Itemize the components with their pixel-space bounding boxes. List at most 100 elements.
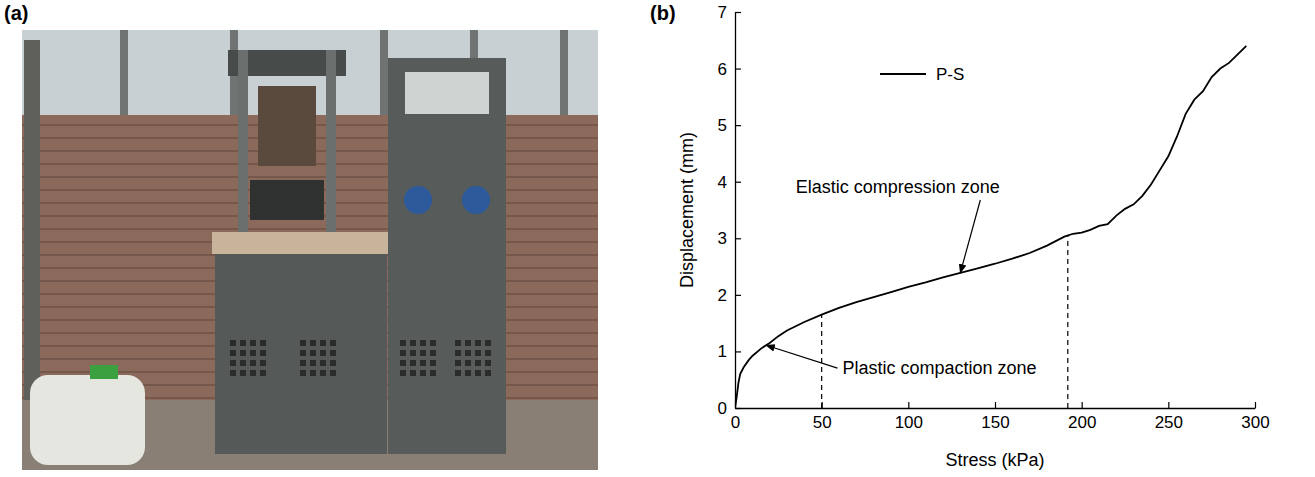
photo-vent (430, 360, 436, 366)
tick-label: 0 (718, 399, 727, 418)
tick-mark (1168, 402, 1169, 408)
photo-vent (310, 350, 316, 356)
photo-vent (240, 350, 246, 356)
tick: 2 (718, 286, 741, 305)
photo-vent (260, 360, 266, 366)
tick-label: 4 (718, 173, 727, 192)
photo-vent (320, 350, 326, 356)
photo-vent (250, 340, 256, 346)
photo-vent (230, 370, 236, 376)
photo-platen (250, 180, 324, 220)
annotation-text: Elastic compression zone (796, 177, 1000, 197)
photo-display (405, 72, 489, 114)
y-axis: 01234567 (718, 3, 741, 418)
tick-mark (735, 238, 741, 239)
photo-vent (300, 360, 306, 366)
photo-vent (410, 340, 416, 346)
tick-label: 50 (813, 413, 832, 432)
photo-vent (230, 360, 236, 366)
photo-vent (300, 370, 306, 376)
photo-control-cabinet (388, 58, 506, 454)
photo-vent (310, 340, 316, 346)
photo-vent (320, 370, 326, 376)
tick-mark (735, 295, 741, 296)
tick: 6 (718, 60, 741, 79)
zone-boundary (821, 315, 822, 408)
photo-vent (455, 350, 461, 356)
panel-label: (b) (650, 2, 676, 24)
photo-vent (400, 360, 406, 366)
photo-vent (475, 350, 481, 356)
legend: P-S (880, 65, 964, 84)
photo-vent (320, 340, 326, 346)
photo-pillar (24, 40, 40, 400)
tick: 4 (718, 173, 741, 192)
photo-cabinet (215, 254, 387, 454)
tick-label: 300 (1241, 413, 1269, 432)
zone-boundary (1067, 235, 1068, 408)
x-axis-title: Stress (kPa) (945, 450, 1044, 470)
photo-vent (400, 340, 406, 346)
y-axis-title: Displacement (mm) (677, 132, 697, 288)
photo-vent (310, 360, 316, 366)
photo-vent (455, 340, 461, 346)
photo-vent (240, 360, 246, 366)
photo-slab (212, 232, 392, 254)
tick-mark (735, 351, 741, 352)
photo-vent (455, 370, 461, 376)
x-axis: 0 50 100 150 200 250 300 (731, 402, 1270, 432)
photo-vent (475, 340, 481, 346)
photo-vent (330, 340, 336, 346)
photo-vent (240, 340, 246, 346)
photo-vent (230, 340, 236, 346)
tick-mark (735, 125, 741, 126)
photo-dial (462, 186, 490, 214)
tick: 150 (981, 402, 1009, 432)
tick-label: 0 (731, 413, 740, 432)
photo-window-frame (560, 30, 568, 115)
legend-swatch (880, 73, 926, 75)
tick-label: 150 (981, 413, 1009, 432)
x-axis-line (736, 408, 1256, 409)
photo-column (326, 50, 336, 240)
legend-label: P-S (936, 65, 964, 84)
photo-vent (410, 360, 416, 366)
photo-vent (465, 370, 471, 376)
photo-vent (300, 350, 306, 356)
photo-vent (400, 370, 406, 376)
photo-panel: (a) (4, 2, 598, 470)
tick-mark (735, 68, 741, 69)
photo-vent (330, 360, 336, 366)
photo-brick-line (22, 228, 598, 230)
tick-label: 1 (718, 342, 727, 361)
photo-vent (465, 340, 471, 346)
panel-label: (a) (4, 2, 28, 24)
tick: 3 (718, 229, 741, 248)
tick-mark (735, 182, 741, 183)
tick-mark (1082, 402, 1083, 408)
figure: (a)(b)05010015020025030001234567Stress (… (0, 0, 1315, 477)
photo-vent (410, 350, 416, 356)
photo-vent (260, 370, 266, 376)
photo-vent (465, 350, 471, 356)
photo-vent (240, 370, 246, 376)
photo-bag (30, 375, 145, 465)
tick-mark (735, 408, 741, 409)
photo-vent (455, 360, 461, 366)
annotation-arrow (960, 200, 980, 273)
tick: 250 (1155, 402, 1183, 432)
tick-mark (908, 402, 909, 408)
photo-vent (410, 370, 416, 376)
tick: 300 (1241, 402, 1269, 432)
tick-label: 2 (718, 286, 727, 305)
photo-vent (310, 370, 316, 376)
photo-dial (404, 186, 432, 214)
annotations: Elastic compression zonePlastic compacti… (766, 177, 1036, 378)
tick: 0 (718, 399, 741, 418)
photo-vent (250, 370, 256, 376)
tick-label: 200 (1068, 413, 1096, 432)
tick: 1 (718, 342, 741, 361)
tick-label: 100 (895, 413, 923, 432)
photo-vent (430, 340, 436, 346)
y-axis-line (735, 13, 736, 409)
